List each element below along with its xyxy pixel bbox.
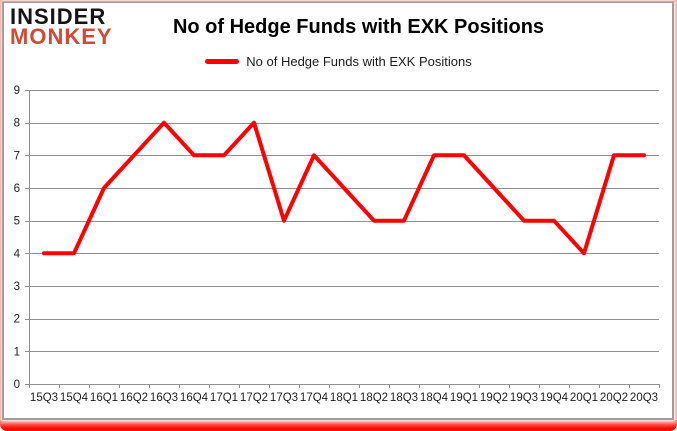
legend-label: No of Hedge Funds with EXK Positions <box>246 54 472 69</box>
svg-text:19Q2: 19Q2 <box>480 392 508 404</box>
svg-text:17Q3: 17Q3 <box>270 392 298 404</box>
svg-text:16Q1: 16Q1 <box>90 392 118 404</box>
svg-text:19Q3: 19Q3 <box>510 392 538 404</box>
svg-text:8: 8 <box>14 118 20 130</box>
svg-text:17Q2: 17Q2 <box>240 392 268 404</box>
svg-text:20Q1: 20Q1 <box>570 392 598 404</box>
svg-text:16Q4: 16Q4 <box>180 392 209 404</box>
svg-text:9: 9 <box>14 85 20 97</box>
svg-text:19Q1: 19Q1 <box>450 392 478 404</box>
svg-text:17Q1: 17Q1 <box>210 392 238 404</box>
y-tick-labels: 0 1 2 3 4 5 6 7 8 9 <box>14 85 21 391</box>
svg-text:1: 1 <box>14 346 20 358</box>
svg-text:18Q2: 18Q2 <box>360 392 388 404</box>
x-tick-labels: 15Q3 15Q4 16Q1 16Q2 16Q3 16Q4 17Q1 17Q2 17Q3 17Q4… <box>30 392 658 404</box>
svg-text:0: 0 <box>14 379 20 391</box>
svg-text:17Q4: 17Q4 <box>300 392 329 404</box>
svg-text:19Q4: 19Q4 <box>540 392 569 404</box>
chart-title: No of Hedge Funds with EXK Positions <box>172 16 545 38</box>
svg-text:15Q4: 15Q4 <box>60 392 89 404</box>
svg-text:2: 2 <box>14 314 20 326</box>
svg-text:3: 3 <box>14 281 20 293</box>
logo-text-insider: INSIDER <box>10 4 107 29</box>
svg-text:18Q4: 18Q4 <box>420 392 449 404</box>
svg-text:20Q3: 20Q3 <box>630 392 658 404</box>
legend-line-icon <box>205 59 240 64</box>
logo-text-monkey: MONKEY <box>10 24 113 50</box>
insider-monkey-logo: INSIDER MONKEY <box>10 4 113 50</box>
svg-text:18Q3: 18Q3 <box>390 392 418 404</box>
svg-text:4: 4 <box>14 248 21 260</box>
axes-and-ticks <box>25 90 660 388</box>
svg-text:16Q3: 16Q3 <box>150 392 178 404</box>
gridlines <box>29 90 659 385</box>
svg-text:5: 5 <box>14 216 20 228</box>
svg-text:6: 6 <box>14 183 20 195</box>
svg-text:20Q2: 20Q2 <box>600 392 628 404</box>
svg-text:16Q2: 16Q2 <box>120 392 148 404</box>
svg-text:15Q3: 15Q3 <box>30 392 58 404</box>
chart-legend: No of Hedge Funds with EXK Positions <box>0 54 677 69</box>
svg-text:18Q1: 18Q1 <box>330 392 358 404</box>
series-line <box>42 120 646 256</box>
svg-text:7: 7 <box>14 150 20 162</box>
